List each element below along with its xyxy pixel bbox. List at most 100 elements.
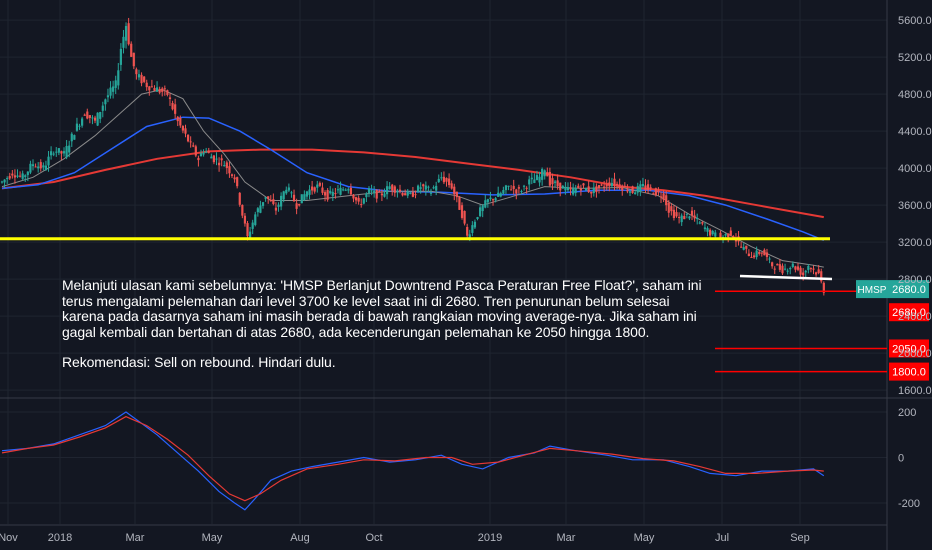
- ticker-label: HMSP: [858, 285, 887, 296]
- candle-up: [112, 86, 115, 92]
- candle-down: [814, 272, 818, 275]
- candle-up: [473, 221, 477, 228]
- candle-down: [88, 115, 91, 118]
- candle-up: [432, 187, 435, 189]
- candle-down: [595, 186, 598, 193]
- candle-up: [199, 153, 203, 157]
- candle-down: [463, 210, 466, 224]
- candle-up: [435, 185, 438, 191]
- candle-up: [347, 189, 350, 191]
- drawn-levels: 2680.0 2050.0 1800.0 2680.0 HMSP: [0, 237, 929, 381]
- candle-down: [352, 194, 355, 199]
- candle-down: [670, 206, 673, 212]
- candle-down: [414, 194, 417, 196]
- candle-up: [223, 165, 226, 167]
- candle-up: [329, 190, 332, 194]
- candle-up: [698, 222, 701, 224]
- candle-down: [357, 197, 360, 202]
- candle-up: [786, 270, 789, 272]
- candle-up: [768, 258, 771, 260]
- ticker-tag: [856, 280, 889, 299]
- candle-down: [143, 76, 146, 82]
- candle-up: [584, 188, 588, 191]
- candle-up: [50, 151, 53, 156]
- candle-down: [709, 229, 712, 236]
- candle-down: [740, 246, 743, 248]
- candle-up: [344, 189, 347, 191]
- candle-up: [572, 188, 575, 195]
- candle-down: [672, 209, 676, 219]
- candle-down: [158, 89, 161, 93]
- candle-down: [559, 182, 562, 191]
- candle-down: [354, 197, 358, 201]
- candle-up: [592, 187, 595, 194]
- time-tick-label: Aug: [290, 532, 310, 544]
- candle-down: [311, 186, 314, 191]
- candle-up: [370, 190, 373, 192]
- candle-down: [241, 204, 244, 216]
- candle-up: [305, 191, 309, 197]
- candle-up: [300, 194, 303, 204]
- candle-up: [202, 152, 205, 155]
- candle-down: [153, 88, 156, 91]
- candle-up: [530, 177, 533, 180]
- candle-up: [538, 176, 541, 183]
- candle-down: [822, 282, 825, 293]
- candle-down: [140, 74, 143, 84]
- time-tick-label: Mar: [126, 532, 145, 544]
- candle-down: [776, 263, 779, 266]
- candle-up: [639, 184, 642, 192]
- candle-down: [455, 191, 458, 198]
- candle-up: [42, 165, 45, 168]
- price-tick-label: 5200.0: [898, 52, 932, 64]
- candle-down: [174, 104, 177, 114]
- candle-down: [579, 188, 582, 191]
- candle-down: [657, 190, 660, 193]
- candle-up: [106, 95, 110, 98]
- price-tick-label: 3200.0: [898, 237, 932, 249]
- candle-down: [621, 185, 624, 191]
- candle-down: [665, 195, 668, 206]
- candle-up: [31, 164, 35, 167]
- candle-down: [318, 182, 321, 186]
- time-tick-label: Mar: [557, 532, 576, 544]
- time-tick-label: 2018: [48, 532, 72, 544]
- time-tick-label: 2019: [478, 532, 502, 544]
- candle-down: [243, 215, 247, 224]
- candle-up: [21, 173, 24, 179]
- candle-down: [326, 190, 329, 200]
- candle-down: [512, 185, 515, 189]
- candle-up: [561, 185, 564, 189]
- candle-down: [615, 183, 619, 185]
- candle-up: [807, 266, 810, 270]
- candle-down: [168, 97, 172, 100]
- candle-down: [729, 230, 732, 236]
- candle-down: [548, 171, 551, 186]
- candle-down: [569, 187, 572, 190]
- candle-down: [391, 184, 394, 191]
- price-tick-label: 4800.0: [898, 89, 932, 101]
- candle-down: [690, 210, 694, 216]
- candle-down: [233, 177, 236, 180]
- candle-up: [424, 185, 427, 190]
- candle-up: [564, 186, 567, 191]
- candle-up: [44, 165, 48, 171]
- candle-down: [8, 176, 11, 179]
- candle-up: [249, 231, 252, 238]
- candle-down: [269, 199, 272, 202]
- candle-up: [285, 189, 288, 194]
- candle-down: [752, 255, 756, 258]
- candle-down: [411, 192, 415, 197]
- candle-down: [763, 249, 766, 256]
- candle-up: [504, 185, 508, 191]
- candle-down: [727, 233, 730, 238]
- candle-down: [450, 183, 453, 189]
- candle-up: [26, 171, 29, 176]
- candle-up: [566, 187, 570, 191]
- candle-down: [166, 90, 169, 95]
- candle-up: [215, 158, 218, 160]
- candle-down: [60, 151, 63, 154]
- candle-down: [662, 193, 665, 200]
